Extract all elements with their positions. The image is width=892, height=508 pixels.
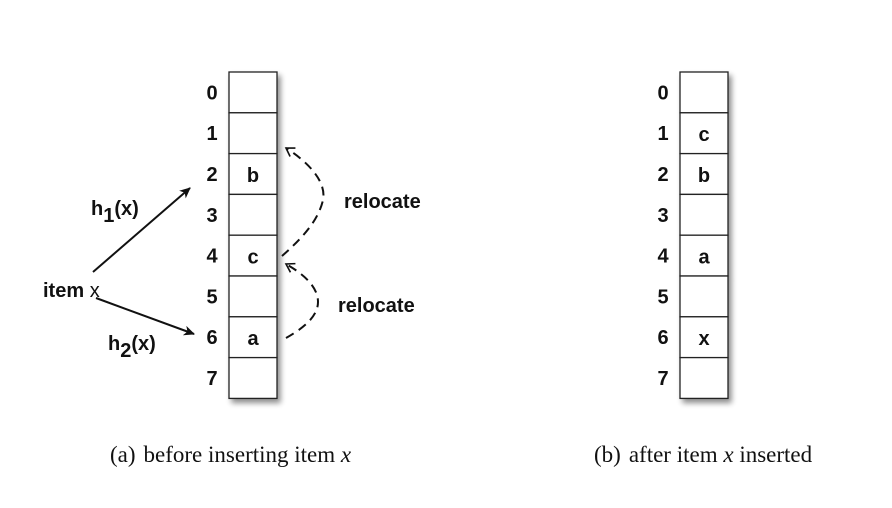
slot-index: 2 xyxy=(206,164,217,186)
h2-arrow xyxy=(95,297,195,336)
table-before-values: b c a xyxy=(247,165,260,350)
table-cell xyxy=(679,193,729,236)
slot-value: c xyxy=(247,247,258,269)
slot-index: 2 xyxy=(657,164,668,186)
slot-index: 1 xyxy=(657,123,668,145)
slot-index: 4 xyxy=(657,246,669,268)
table-cell xyxy=(228,71,278,114)
slot-index: 3 xyxy=(657,205,668,227)
slot-index: 0 xyxy=(206,82,217,104)
table-cell xyxy=(228,275,278,318)
h1-arrow xyxy=(92,187,191,273)
h2-label: h2(x) xyxy=(108,333,156,362)
slot-value: b xyxy=(247,165,259,187)
h1-label: h1(x) xyxy=(91,198,139,227)
slot-index: 0 xyxy=(657,82,668,104)
table-after-values: cb a x xyxy=(698,124,711,350)
table-cell xyxy=(228,193,278,236)
slot-index: 5 xyxy=(657,286,668,308)
slot-value: a xyxy=(247,328,259,350)
item-x-label: item x xyxy=(43,280,100,302)
slot-index: 3 xyxy=(206,205,217,227)
slot-index: 6 xyxy=(657,327,668,349)
table-cell xyxy=(679,356,729,400)
hash-table-before xyxy=(228,71,278,400)
slot-index: 5 xyxy=(206,286,217,308)
hash-table-after xyxy=(679,71,729,400)
table-cell xyxy=(228,356,278,400)
slot-index: 7 xyxy=(206,368,217,390)
slot-value: x xyxy=(698,328,709,350)
slot-index: 4 xyxy=(206,246,218,268)
table-cell xyxy=(679,71,729,114)
relocate-arrow-c xyxy=(281,147,325,257)
table-after-indices: 0 1 2 3 4 5 6 7 xyxy=(657,82,669,390)
slot-index: 1 xyxy=(206,123,217,145)
slot-value: b xyxy=(698,165,710,187)
table-cell xyxy=(228,112,278,155)
relocate-label-2: relocate xyxy=(338,295,415,317)
table-cell xyxy=(679,275,729,318)
slot-index: 6 xyxy=(206,327,217,349)
slot-value: c xyxy=(698,124,709,146)
slot-value: a xyxy=(698,247,710,269)
caption-b: (b) after item x inserted xyxy=(594,442,813,467)
table-cell xyxy=(679,152,729,196)
caption-a: (a) before inserting item x xyxy=(110,442,352,467)
table-before-indices: 0 1 2 3 4 5 6 7 xyxy=(206,82,218,390)
relocate-label-1: relocate xyxy=(344,191,421,213)
relocate-arrow-a xyxy=(284,262,320,339)
slot-index: 7 xyxy=(657,368,668,390)
table-cell xyxy=(679,316,729,359)
